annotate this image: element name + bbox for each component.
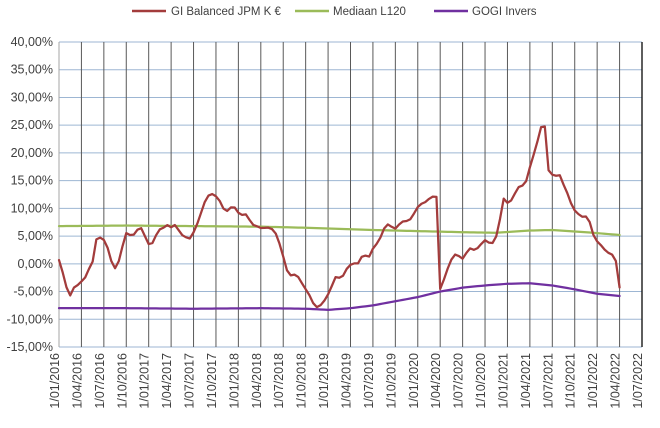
svg-text:5,00%: 5,00% <box>18 229 53 243</box>
svg-text:10,00%: 10,00% <box>11 201 53 215</box>
svg-text:Mediaan L120: Mediaan L120 <box>333 6 406 18</box>
svg-text:GI Balanced JPM K €: GI Balanced JPM K € <box>171 6 282 18</box>
svg-text:1/01/2019: 1/01/2019 <box>317 353 331 409</box>
svg-text:15,00%: 15,00% <box>11 174 53 188</box>
svg-text:-10,00%: -10,00% <box>6 312 53 326</box>
svg-text:25,00%: 25,00% <box>11 118 53 132</box>
svg-text:1/04/2020: 1/04/2020 <box>429 353 443 409</box>
svg-text:1/01/2016: 1/01/2016 <box>48 353 62 409</box>
svg-text:20,00%: 20,00% <box>11 146 53 160</box>
svg-text:1/01/2018: 1/01/2018 <box>227 353 241 409</box>
svg-text:1/04/2019: 1/04/2019 <box>340 353 354 409</box>
svg-text:1/07/2017: 1/07/2017 <box>183 353 197 409</box>
svg-text:1/04/2018: 1/04/2018 <box>250 353 264 409</box>
svg-text:1/10/2016: 1/10/2016 <box>115 353 129 409</box>
svg-text:1/07/2022: 1/07/2022 <box>631 353 645 409</box>
svg-text:1/10/2018: 1/10/2018 <box>295 353 309 409</box>
svg-text:1/07/2016: 1/07/2016 <box>93 353 107 409</box>
svg-text:1/10/2019: 1/10/2019 <box>384 353 398 409</box>
svg-text:1/07/2018: 1/07/2018 <box>272 353 286 409</box>
svg-text:-5,00%: -5,00% <box>13 285 53 299</box>
svg-text:1/04/2017: 1/04/2017 <box>160 353 174 409</box>
svg-text:1/10/2020: 1/10/2020 <box>474 353 488 409</box>
svg-text:1/01/2017: 1/01/2017 <box>138 353 152 409</box>
svg-text:GOGI Invers: GOGI Invers <box>472 6 537 18</box>
svg-text:1/01/2020: 1/01/2020 <box>407 353 421 409</box>
svg-text:1/01/2021: 1/01/2021 <box>496 353 510 409</box>
svg-text:1/07/2020: 1/07/2020 <box>452 353 466 409</box>
svg-text:1/07/2019: 1/07/2019 <box>362 353 376 409</box>
svg-text:40,00%: 40,00% <box>11 35 53 49</box>
svg-text:1/04/2016: 1/04/2016 <box>70 353 84 409</box>
svg-text:1/04/2022: 1/04/2022 <box>609 353 623 409</box>
svg-text:1/01/2022: 1/01/2022 <box>586 353 600 409</box>
svg-text:30,00%: 30,00% <box>11 90 53 104</box>
svg-text:0,00%: 0,00% <box>18 257 53 271</box>
svg-text:1/07/2021: 1/07/2021 <box>541 353 555 409</box>
svg-text:1/10/2021: 1/10/2021 <box>564 353 578 409</box>
svg-text:1/04/2021: 1/04/2021 <box>519 353 533 409</box>
svg-text:35,00%: 35,00% <box>11 63 53 77</box>
svg-text:1/10/2017: 1/10/2017 <box>205 353 219 409</box>
svg-text:-15,00%: -15,00% <box>6 340 53 354</box>
